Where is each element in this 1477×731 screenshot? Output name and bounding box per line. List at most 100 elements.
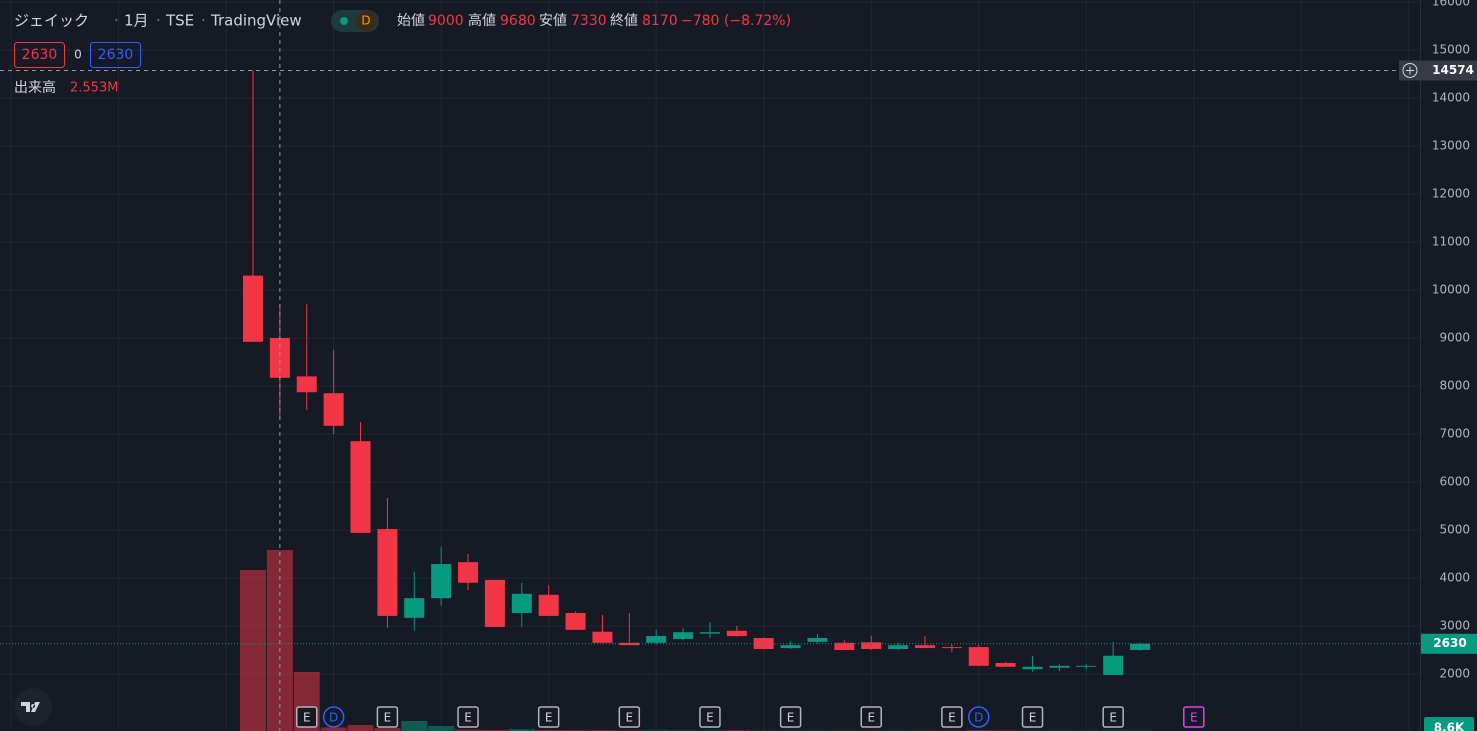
event-label[interactable]: E xyxy=(626,711,634,725)
spread: 0 xyxy=(74,48,82,62)
low-value: 7330 xyxy=(571,13,607,29)
candle-body xyxy=(646,636,667,643)
candle-body xyxy=(780,645,801,649)
candle-body xyxy=(1076,665,1097,667)
candle-body xyxy=(1049,665,1070,668)
logo[interactable] xyxy=(14,688,52,726)
exchange: TSE xyxy=(165,12,194,30)
candle-body xyxy=(458,562,479,583)
dividend-marker[interactable] xyxy=(968,706,990,728)
last-price-label: 2630 xyxy=(1433,636,1466,650)
volume-axis-label: 8.6K xyxy=(1434,721,1465,731)
candle-body xyxy=(834,642,855,650)
y-tick-label: 9000 xyxy=(1439,330,1470,344)
crosshair-price-box xyxy=(1421,60,1477,81)
candle-body xyxy=(538,594,559,616)
event-label[interactable]: E xyxy=(1109,711,1117,725)
candle-body xyxy=(592,631,613,643)
volume-bar xyxy=(240,569,266,731)
event-label[interactable]: E xyxy=(867,711,875,725)
y-tick-label: 2000 xyxy=(1439,666,1470,680)
earnings-marker[interactable] xyxy=(457,706,479,728)
volume-bar xyxy=(508,729,535,731)
y-tick-label: 8000 xyxy=(1439,378,1470,392)
change: −780 (−8.72%) xyxy=(681,13,791,29)
volume-bar xyxy=(347,724,374,731)
candle-body xyxy=(995,662,1016,667)
candle-body xyxy=(888,645,909,650)
candle-body xyxy=(1022,666,1043,670)
event-label[interactable]: D xyxy=(329,711,338,725)
y-tick-label: 4000 xyxy=(1439,570,1470,584)
event-label[interactable]: E xyxy=(787,711,795,725)
event-label[interactable]: E xyxy=(1190,711,1198,725)
separator: · xyxy=(114,12,119,30)
badge-text: D xyxy=(361,14,370,28)
buy-box[interactable] xyxy=(90,42,141,68)
candle-body xyxy=(565,613,586,630)
y-tick-label: 6000 xyxy=(1439,474,1470,488)
earnings-marker[interactable] xyxy=(699,706,721,728)
event-label[interactable]: D xyxy=(974,711,983,725)
candle-body xyxy=(619,642,640,646)
event-label[interactable]: E xyxy=(384,711,392,725)
candle-body xyxy=(243,275,263,342)
volume-bar xyxy=(428,725,455,731)
candle-body xyxy=(941,647,962,649)
candle-body xyxy=(915,645,935,649)
candle-body xyxy=(431,564,452,599)
y-tick-label: 16000 xyxy=(1432,0,1470,9)
crosshair-plus[interactable] xyxy=(1402,62,1418,78)
candle-body xyxy=(861,642,882,650)
dividend-marker[interactable] xyxy=(322,706,345,728)
sell-price[interactable]: 2630 xyxy=(22,47,58,63)
earnings-marker[interactable] xyxy=(941,706,963,728)
volume-value: 2.553M xyxy=(70,81,118,96)
symbol[interactable]: ジェイック xyxy=(14,12,89,30)
candle-body xyxy=(377,529,398,616)
y-tick-label: 5000 xyxy=(1439,522,1470,536)
earnings-marker[interactable] xyxy=(618,706,641,728)
candle-body xyxy=(296,376,317,393)
buy-price[interactable]: 2630 xyxy=(98,47,134,63)
last-price-box xyxy=(1421,633,1477,654)
volume-axis-box xyxy=(1424,717,1474,731)
high-value: 9680 xyxy=(500,13,536,29)
y-tick-label: 10000 xyxy=(1432,283,1470,297)
y-tick-label: 7000 xyxy=(1439,426,1470,440)
crosshair-price-label: 14574 xyxy=(1432,63,1474,77)
event-label[interactable]: E xyxy=(545,711,553,725)
volume-bar xyxy=(320,727,347,731)
earnings-marker[interactable] xyxy=(537,706,560,728)
event-label[interactable]: E xyxy=(464,711,472,725)
y-tick-label: 3000 xyxy=(1439,618,1470,632)
earnings-marker[interactable] xyxy=(376,706,399,728)
candle-body xyxy=(350,441,371,533)
interval[interactable]: 1月 xyxy=(124,12,149,30)
earnings-marker[interactable] xyxy=(1021,706,1044,728)
event-label[interactable]: E xyxy=(706,711,714,725)
y-tick-label: 14000 xyxy=(1432,91,1470,105)
logo-mark xyxy=(21,702,40,712)
candle-body xyxy=(673,632,694,639)
candle-body xyxy=(807,637,828,642)
candle-body xyxy=(404,598,425,618)
event-label[interactable]: E xyxy=(1029,711,1037,725)
candle-body xyxy=(1103,655,1124,675)
event-label[interactable]: E xyxy=(303,711,311,725)
y-tick-label: 13000 xyxy=(1432,139,1470,153)
earnings-marker[interactable] xyxy=(779,706,802,728)
earnings-marker[interactable] xyxy=(296,706,318,728)
earnings-marker[interactable] xyxy=(860,706,882,728)
badge-bg xyxy=(356,11,376,31)
sell-box[interactable] xyxy=(14,42,65,68)
candle-body xyxy=(753,637,774,650)
event-label[interactable]: E xyxy=(948,711,956,725)
earnings-marker[interactable] xyxy=(1102,706,1124,728)
candle-body xyxy=(511,593,532,614)
candle-body xyxy=(699,632,720,634)
earnings-marker[interactable] xyxy=(1183,706,1205,728)
candle-body xyxy=(726,630,747,637)
